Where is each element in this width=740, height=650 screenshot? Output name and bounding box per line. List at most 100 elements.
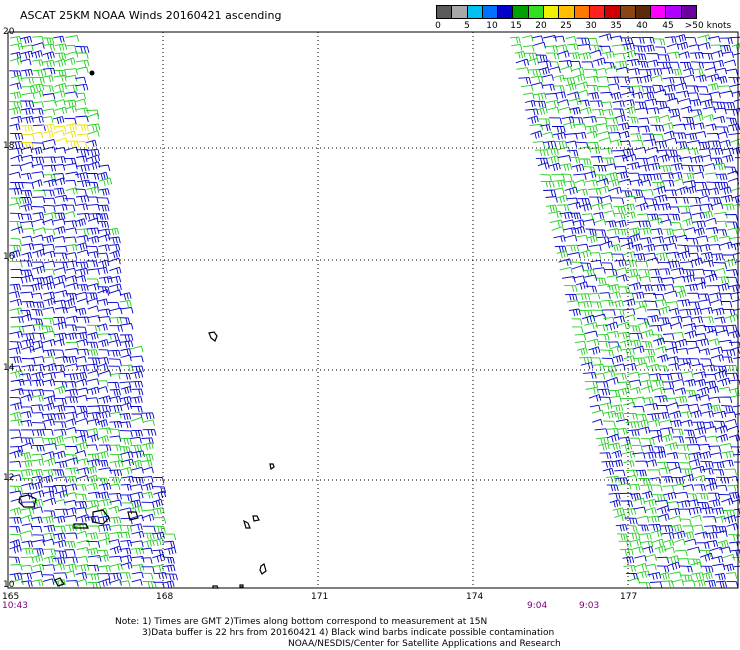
wind-barb (690, 409, 702, 419)
wind-barb (666, 356, 679, 364)
legend-label: >50 knots (684, 21, 732, 31)
wind-barb (668, 108, 680, 116)
wind-barb (20, 76, 35, 84)
wind-barb (626, 268, 639, 277)
wind-barb (31, 163, 44, 170)
wind-barb (109, 244, 121, 251)
wind-barb (109, 266, 122, 275)
wind-barb (53, 364, 66, 372)
wind-barb (679, 565, 693, 573)
wind-barb (709, 147, 724, 156)
wind-barb (97, 339, 109, 348)
wind-barb (593, 67, 607, 75)
wind-barb (649, 429, 663, 437)
wind-barb (86, 458, 101, 467)
wind-barb (731, 195, 740, 204)
wind-barb (708, 499, 721, 507)
wind-barb (599, 452, 612, 459)
wind-barb (667, 561, 681, 571)
wind-barb (119, 437, 133, 445)
wind-barb (9, 356, 22, 364)
wind-barb (677, 244, 690, 252)
wind-barb (698, 42, 711, 50)
wind-barb (684, 227, 696, 234)
wind-barb (130, 483, 143, 491)
wind-barb (20, 141, 34, 149)
island-dot (89, 70, 95, 76)
wind-barb (631, 546, 644, 554)
wind-barb (691, 363, 705, 371)
wind-barb (713, 515, 727, 523)
wind-barb (86, 465, 97, 475)
wind-barb (87, 555, 102, 562)
wind-barb (119, 396, 132, 404)
wind-barb (108, 339, 122, 347)
wind-barb (31, 346, 45, 353)
wind-barb (627, 532, 641, 540)
wind-barb (10, 276, 24, 284)
wind-barb (668, 363, 680, 371)
wind-barb (75, 371, 88, 380)
wind-barb (86, 532, 99, 540)
wind-barb (120, 323, 134, 330)
wind-barb (97, 357, 110, 365)
wind-barb (649, 217, 663, 226)
wind-barb (725, 313, 739, 323)
wind-barb (663, 130, 675, 138)
wind-barb (727, 484, 739, 492)
wind-barb (142, 429, 157, 436)
wind-barb (600, 349, 614, 357)
wind-barb (98, 537, 111, 546)
wind-barb (701, 571, 713, 580)
wind-barb (613, 315, 625, 323)
wind-barb (20, 172, 32, 180)
wind-barb (734, 157, 740, 159)
wind-barb (54, 460, 68, 469)
wind-barb (109, 411, 122, 419)
wind-barb (663, 340, 678, 349)
wind-barb (592, 313, 607, 321)
wind-barb (64, 130, 77, 138)
wind-barb (690, 514, 702, 522)
wind-barb (535, 157, 549, 165)
wind-barb (574, 179, 586, 186)
wind-barb (537, 162, 550, 170)
wind-barb (10, 419, 23, 427)
wind-barb (682, 525, 694, 532)
wind-barb (726, 581, 739, 588)
wind-barb (719, 546, 732, 554)
wind-barb (20, 556, 34, 564)
wind-barb (20, 419, 33, 427)
wind-barb (652, 181, 666, 189)
wind-barb (608, 236, 621, 243)
wind-barb (724, 166, 737, 174)
wind-barb (561, 276, 576, 283)
wind-barb (19, 530, 33, 537)
wind-barb (581, 314, 596, 324)
wind-barb (9, 260, 23, 268)
legend-swatch (680, 5, 697, 19)
wind-barb (20, 197, 33, 204)
wind-barb (680, 370, 694, 378)
wind-barb (657, 305, 671, 315)
wind-barb (646, 257, 659, 264)
wind-barb (678, 98, 692, 105)
wind-barb (656, 556, 670, 564)
wind-barb (577, 198, 591, 205)
wind-barb (730, 138, 740, 146)
wind-barb (43, 437, 57, 445)
wind-barb (631, 189, 644, 197)
wind-barb (664, 290, 678, 298)
wind-barb (665, 197, 678, 204)
wind-barb (664, 84, 676, 92)
wind-barb (42, 428, 54, 436)
wind-barb (75, 59, 90, 67)
wind-barb (689, 98, 702, 107)
wind-barb (663, 137, 678, 145)
wind-barb (607, 83, 620, 90)
wind-barb (54, 82, 67, 92)
wind-barb (53, 563, 65, 571)
wind-barb (64, 99, 77, 108)
wind-barb (10, 369, 24, 379)
wind-barb (673, 538, 686, 546)
